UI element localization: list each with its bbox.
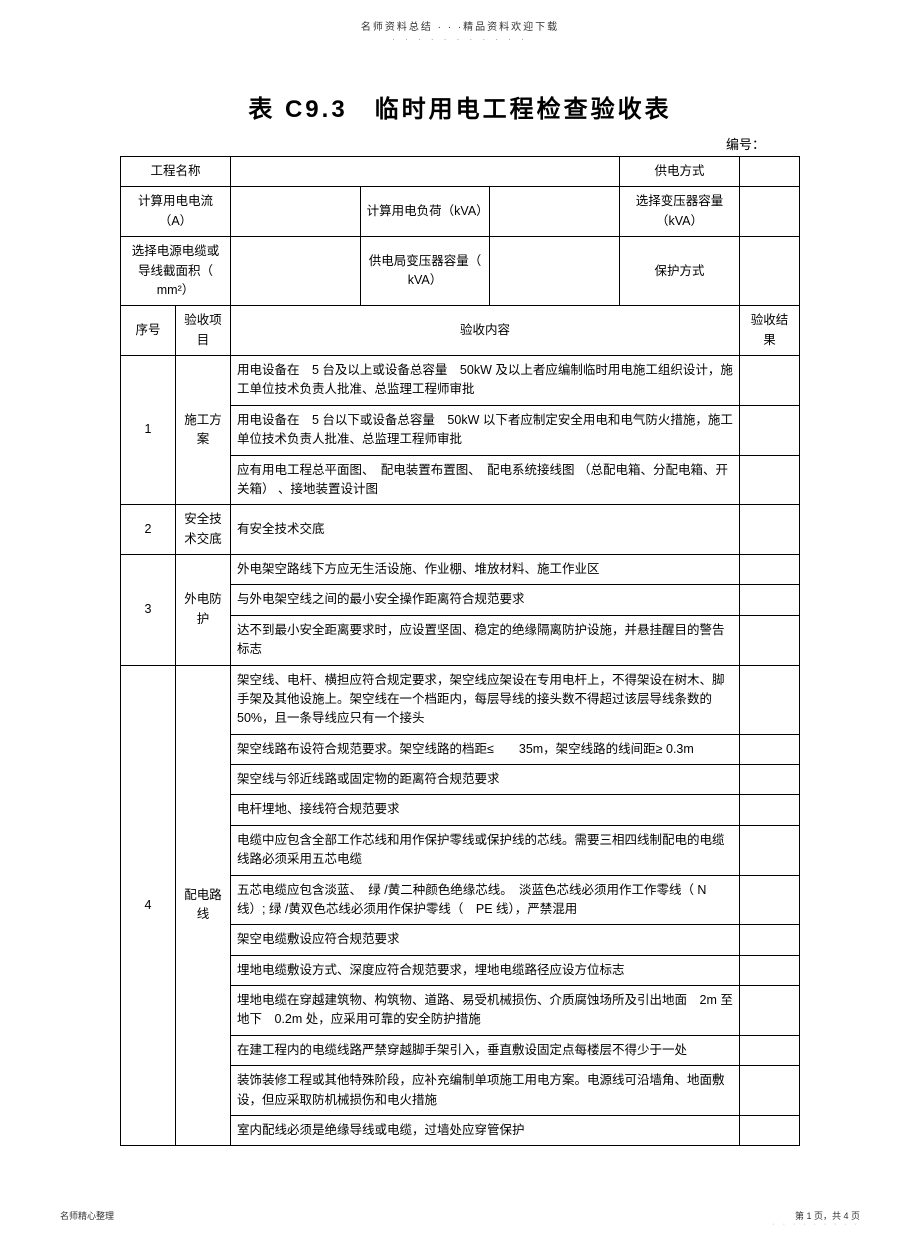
cell-content: 架空电缆敷设应符合规范要求 [231,925,740,955]
cell-content: 在建工程内的电缆线路严禁穿越脚手架引入，垂直敷设固定点每楼层不得少于一处 [231,1035,740,1065]
info-row-3: 选择电源电缆或导线截面积（ mm²） 供电局变压器容量（ kVA） 保护方式 [121,237,800,306]
cell-result [740,615,800,665]
col-item: 验收项目 [176,306,231,356]
cell-content: 装饰装修工程或其他特殊阶段，应补充编制单项施工用电方案。电源线可沿墙角、地面敷设… [231,1066,740,1116]
inspection-table: 工程名称 供电方式 计算用电电流（A） 计算用电负荷（kVA） 选择变压器容量（… [120,156,800,1146]
value-cable [231,237,361,306]
cell-content: 电缆中应包含全部工作芯线和用作保护零线或保护线的芯线。需要三相四线制配电的电缆线… [231,825,740,875]
cell-content: 电杆埋地、接线符合规范要求 [231,795,740,825]
cell-seq: 3 [121,555,176,666]
table-row: 3外电防护外电架空路线下方应无生活设施、作业棚、堆放材料、施工作业区 [121,555,800,585]
info-row-1: 工程名称 供电方式 [121,157,800,187]
cell-result [740,555,800,585]
cell-seq: 4 [121,665,176,1146]
cell-seq: 2 [121,505,176,555]
cell-result [740,1115,800,1145]
label-supply-transformer: 供电局变压器容量（ kVA） [360,237,490,306]
cell-content: 架空线、电杆、横担应符合规定要求，架空线应架设在专用电杆上，不得架设在树木、脚手… [231,665,740,734]
col-content: 验收内容 [231,306,740,356]
label-protection: 保护方式 [620,237,740,306]
value-transformer [740,187,800,237]
cell-result [740,875,800,925]
value-power-mode [740,157,800,187]
column-header-row: 序号 验收项目 验收内容 验收结果 [121,306,800,356]
cell-content: 外电架空路线下方应无生活设施、作业棚、堆放材料、施工作业区 [231,555,740,585]
number-label: 编号： [65,134,855,153]
cell-content: 与外电架空线之间的最小安全操作距离符合规范要求 [231,585,740,615]
cell-item: 施工方案 [176,356,231,505]
cell-result [740,356,800,406]
cell-content: 用电设备在 5 台及以上或设备总容量 50kW 及以上者应编制临时用电施工组织设… [231,356,740,406]
table-row: 2安全技术交底有安全技术交底 [121,505,800,555]
cell-result [740,955,800,985]
header-dots: · · · · · · · · · · · [0,35,920,44]
cell-result [740,405,800,455]
cell-content: 室内配线必须是绝缘导线或电缆，过墙处应穿管保护 [231,1115,740,1145]
cell-result [740,665,800,734]
cell-result [740,734,800,764]
cell-result [740,1035,800,1065]
label-current: 计算用电电流（A） [121,187,231,237]
cell-content: 架空线路布设符合规范要求。架空线路的档距≤ 35m，架空线路的线间距≥ 0.3m [231,734,740,764]
cell-content: 埋地电缆在穿越建筑物、构筑物、道路、易受机械损伤、介质腐蚀场所及引出地面 2m … [231,986,740,1036]
cell-content: 应有用电工程总平面图、 配电装置布置图、 配电系统接线图 （总配电箱、分配电箱、… [231,455,740,505]
label-load: 计算用电负荷（kVA） [360,187,490,237]
info-row-2: 计算用电电流（A） 计算用电负荷（kVA） 选择变压器容量（kVA） [121,187,800,237]
cell-seq: 1 [121,356,176,505]
cell-result [740,925,800,955]
value-project-name [231,157,620,187]
cell-result [740,795,800,825]
cell-result [740,986,800,1036]
cell-content: 架空线与邻近线路或固定物的距离符合规范要求 [231,765,740,795]
label-project-name: 工程名称 [121,157,231,187]
cell-content: 达不到最小安全距离要求时，应设置坚固、稳定的绝缘隔离防护设施，并悬挂醒目的警告标… [231,615,740,665]
footer-left: 名师精心整理 [60,1209,114,1222]
value-protection [740,237,800,306]
page-title: 表 C9.3 临时用电工程检查验收表 [0,89,920,124]
cell-item: 安全技术交底 [176,505,231,555]
cell-content: 有安全技术交底 [231,505,740,555]
col-result: 验收结果 [740,306,800,356]
cell-result [740,765,800,795]
cell-result [740,505,800,555]
cell-content: 埋地电缆敷设方式、深度应符合规范要求，埋地电缆路径应设方位标志 [231,955,740,985]
value-current [231,187,361,237]
cell-item: 配电路线 [176,665,231,1146]
value-supply-transformer [490,237,620,306]
col-seq: 序号 [121,306,176,356]
cell-content: 五芯电缆应包含淡蓝、 绿 /黄二种颜色绝缘芯线。 淡蓝色芯线必须用作工作零线（ … [231,875,740,925]
cell-result [740,1066,800,1116]
header-note: 名师资料总结 · · ·精品资料欢迎下载 [0,0,920,33]
cell-item: 外电防护 [176,555,231,666]
table-row: 1施工方案用电设备在 5 台及以上或设备总容量 50kW 及以上者应编制临时用电… [121,356,800,406]
cell-result [740,585,800,615]
cell-result [740,825,800,875]
table-row: 4配电路线架空线、电杆、横担应符合规定要求，架空线应架设在专用电杆上，不得架设在… [121,665,800,734]
cell-result [740,455,800,505]
value-load [490,187,620,237]
footer-dots: · · · · · · · · · [772,1221,860,1228]
cell-content: 用电设备在 5 台以下或设备总容量 50kW 以下者应制定安全用电和电气防火措施… [231,405,740,455]
label-cable: 选择电源电缆或导线截面积（ mm²） [121,237,231,306]
label-power-mode: 供电方式 [620,157,740,187]
label-transformer: 选择变压器容量（kVA） [620,187,740,237]
